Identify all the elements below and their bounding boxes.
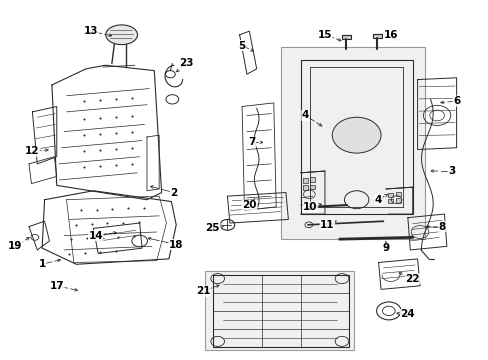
Text: 19: 19 <box>8 241 22 251</box>
Bar <box>281 47 424 239</box>
Text: 16: 16 <box>383 30 397 40</box>
Text: 9: 9 <box>382 243 388 253</box>
Text: 25: 25 <box>205 224 220 233</box>
Bar <box>387 193 392 197</box>
Text: 24: 24 <box>400 310 414 319</box>
Bar <box>387 199 392 203</box>
Text: 17: 17 <box>49 281 64 291</box>
Text: 6: 6 <box>452 96 459 106</box>
Bar <box>205 271 353 350</box>
Text: 13: 13 <box>83 26 98 36</box>
Text: 3: 3 <box>447 166 454 176</box>
Bar <box>310 177 315 182</box>
Text: 14: 14 <box>88 231 103 240</box>
Text: 4: 4 <box>301 111 308 121</box>
Text: 8: 8 <box>437 222 445 231</box>
Text: 12: 12 <box>25 146 40 156</box>
Bar <box>303 185 307 190</box>
Bar <box>303 178 307 183</box>
Text: 2: 2 <box>170 188 177 198</box>
Text: 22: 22 <box>405 274 419 284</box>
Bar <box>310 185 315 189</box>
Bar <box>395 198 400 203</box>
Text: 1: 1 <box>39 259 46 269</box>
Circle shape <box>331 117 380 153</box>
Text: 15: 15 <box>317 30 331 40</box>
Text: 5: 5 <box>238 41 245 50</box>
Bar <box>341 35 350 39</box>
Ellipse shape <box>105 25 137 45</box>
Text: 4: 4 <box>374 195 382 205</box>
Text: 23: 23 <box>179 58 193 68</box>
Bar <box>372 34 381 38</box>
Text: 21: 21 <box>195 286 210 296</box>
Bar <box>395 192 400 196</box>
Text: 11: 11 <box>320 220 334 230</box>
Text: 20: 20 <box>242 200 256 210</box>
Text: 7: 7 <box>247 138 255 147</box>
Text: 18: 18 <box>169 239 183 249</box>
Text: 10: 10 <box>303 202 317 212</box>
